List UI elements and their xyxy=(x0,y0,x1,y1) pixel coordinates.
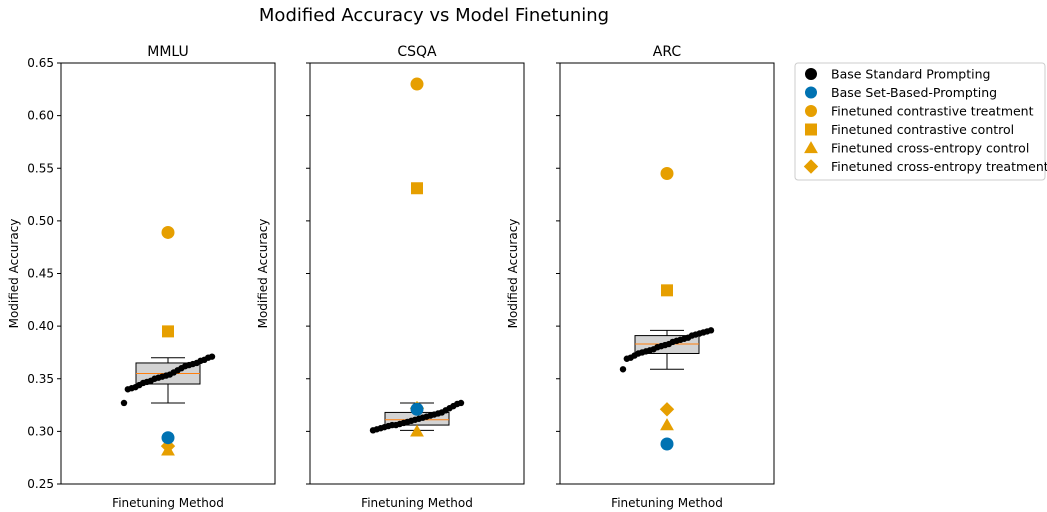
subplot-arc: ARC Finetuning Method Modified Accuracy xyxy=(506,44,775,510)
point-contrastive-treatment xyxy=(161,225,175,239)
legend-marker-circle xyxy=(805,105,817,117)
point-contrastive-control xyxy=(411,182,423,195)
point-contrastive-control xyxy=(661,284,673,297)
x-axis-label: Finetuning Method xyxy=(611,496,723,510)
axes-frame xyxy=(309,62,525,485)
subplot-csqa: CSQA Finetuning Method Modified Accuracy xyxy=(256,44,525,510)
subplot-title: ARC xyxy=(653,44,682,60)
point-cross-entropy-control xyxy=(410,424,424,437)
legend-frame xyxy=(794,62,1046,181)
y-tick-label: 0.55 xyxy=(27,161,54,175)
y-tick-label: 0.65 xyxy=(27,56,54,70)
axes-frame xyxy=(559,62,775,485)
subplot-title: MMLU xyxy=(147,44,189,60)
legend-label: Finetuned cross-entropy treatment xyxy=(831,159,1047,174)
y-axis-label: Modified Accuracy xyxy=(7,219,21,329)
figure-title: Modified Accuracy vs Model Finetuning xyxy=(259,5,609,26)
legend-label: Finetuned contrastive treatment xyxy=(831,104,1034,119)
legend-label: Base Set-Based-Prompting xyxy=(831,85,997,100)
axes-frame xyxy=(60,62,276,485)
y-tick-label: 0.50 xyxy=(27,214,54,228)
x-axis-label: Finetuning Method xyxy=(361,496,473,510)
point-cross-entropy-treatment xyxy=(659,402,675,417)
point-base-standard xyxy=(707,327,715,334)
y-axis-label: Modified Accuracy xyxy=(256,219,270,329)
point-contrastive-treatment xyxy=(410,77,424,91)
point-contrastive-treatment xyxy=(660,167,674,181)
legend-marker-circle xyxy=(805,68,817,80)
point-base-set xyxy=(410,402,424,416)
point-base-standard xyxy=(619,366,627,373)
point-base-set xyxy=(161,431,175,445)
subplots: MMLU Finetuning Method Modified Accuracy 0.… xyxy=(7,44,775,510)
legend-label: Base Standard Prompting xyxy=(831,67,990,82)
legend-label: Finetuned cross-entropy control xyxy=(831,141,1029,156)
point-cross-entropy-control xyxy=(660,418,674,431)
y-tick-label: 0.40 xyxy=(27,319,54,333)
y-axis-label: Modified Accuracy xyxy=(506,219,520,329)
legend-marker-diamond xyxy=(803,159,819,174)
subplot-title: CSQA xyxy=(397,44,437,60)
y-tick-label: 0.35 xyxy=(27,372,54,386)
y-tick-label: 0.45 xyxy=(27,267,54,281)
legend-marker-circle xyxy=(805,86,817,99)
legend: Base Standard Prompting Base Set-Based-Pr… xyxy=(794,62,1047,181)
y-tick-label: 0.25 xyxy=(27,477,54,491)
y-tick-label: 0.60 xyxy=(27,109,54,123)
point-base-standard xyxy=(208,353,216,360)
point-contrastive-control xyxy=(162,325,174,338)
point-base-set xyxy=(660,437,674,451)
point-base-standard xyxy=(457,399,465,407)
x-axis-label: Finetuning Method xyxy=(112,496,224,510)
legend-marker-square xyxy=(805,123,817,136)
subplot-mmlu: MMLU Finetuning Method Modified Accuracy 0.… xyxy=(7,44,276,510)
legend-label: Finetuned contrastive control xyxy=(831,122,1014,137)
legend-marker-triangle xyxy=(804,141,818,154)
y-tick-label: 0.30 xyxy=(27,424,54,438)
point-base-standard xyxy=(120,399,128,407)
